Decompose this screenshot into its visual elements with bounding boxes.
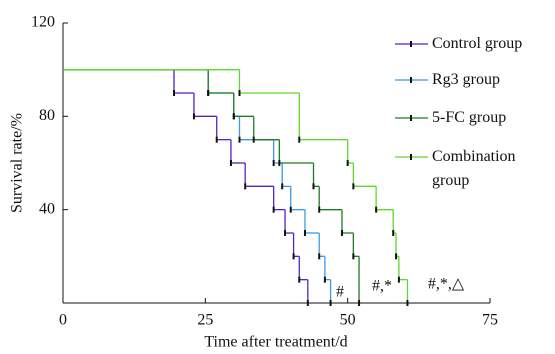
x-tick-label: 0: [59, 312, 67, 329]
legend-label: Combination group: [432, 148, 516, 189]
annotation: #,*: [372, 278, 392, 295]
legend-label: Control group: [432, 35, 523, 52]
y-tick-label: 40: [39, 200, 55, 217]
x-axis-label: Time after treatment/d: [204, 334, 347, 351]
x-tick-label: 50: [340, 312, 356, 329]
annotation: #,*,△: [428, 276, 465, 293]
legend-label: 5-FC group: [432, 109, 507, 126]
x-tick-label: 75: [482, 312, 498, 329]
y-tick-label: 80: [39, 107, 55, 124]
annotation: #: [336, 284, 344, 301]
legend-label: Rg3 group: [432, 71, 500, 88]
x-tick-label: 25: [197, 312, 213, 329]
y-tick-label: 120: [31, 14, 55, 31]
y-axis-label: Survival rate/%: [9, 113, 26, 213]
